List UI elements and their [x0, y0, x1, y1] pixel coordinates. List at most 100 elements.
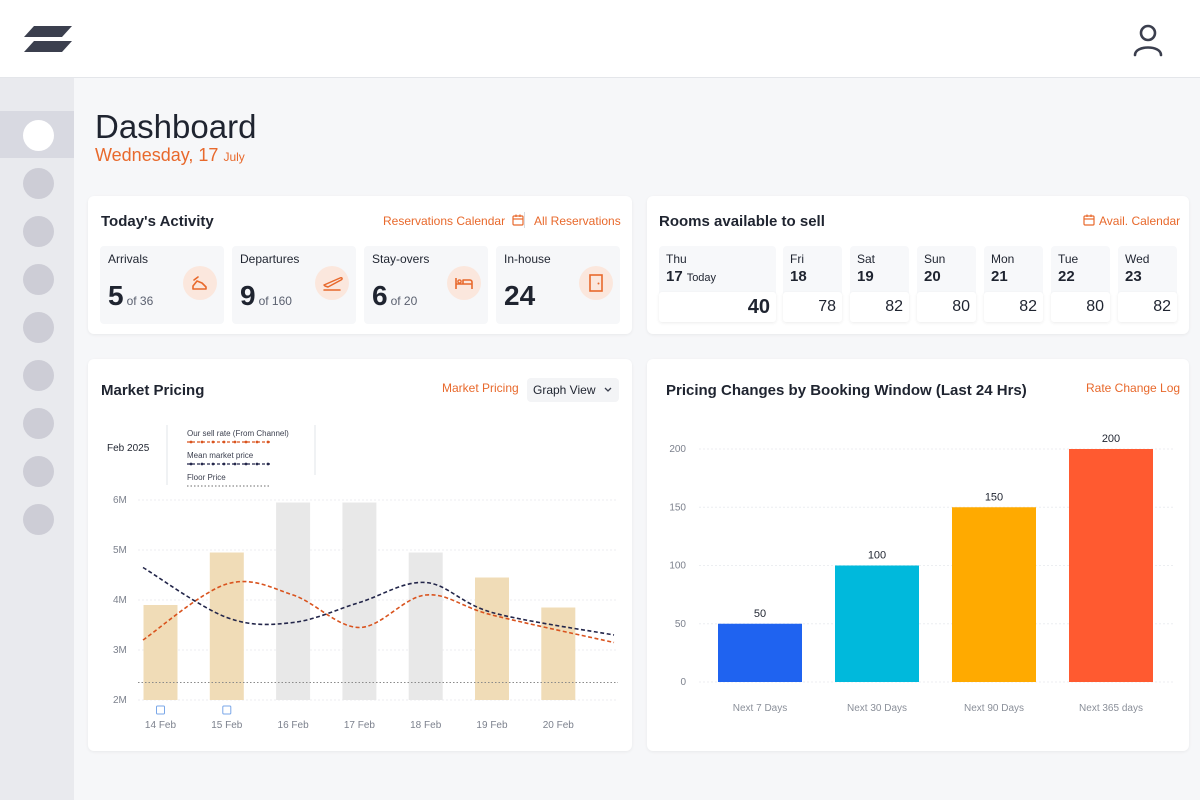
legend-marker: [244, 440, 248, 444]
data-label: 150: [985, 491, 1003, 503]
x-tick-label: Next 90 Days: [964, 703, 1024, 714]
tile-value-number: 5: [108, 280, 124, 311]
tile-label: In-house: [504, 252, 551, 266]
tile-value-number: 24: [504, 280, 536, 311]
page-title: Dashboard: [95, 108, 257, 145]
page-date: Wednesday, 17 July: [95, 145, 245, 166]
legend-marker: [189, 440, 193, 444]
day-tile-thu[interactable]: Thu 17 Today 40: [659, 246, 776, 322]
bar-next-90-days: [952, 507, 1036, 682]
reservations-calendar-link[interactable]: Reservations Calendar: [383, 214, 525, 228]
bar-18-feb: [408, 552, 443, 700]
day-available-value: 78: [783, 292, 842, 322]
x-tick-label: 20 Feb: [543, 720, 575, 731]
user-profile-icon[interactable]: [1130, 22, 1166, 58]
y-tick-label: 6M: [113, 495, 127, 506]
day-tile-sun[interactable]: Sun 20 80: [917, 246, 976, 322]
day-tile-tue[interactable]: Tue 22 80: [1051, 246, 1110, 322]
y-tick-label: 150: [669, 502, 686, 513]
todays-activity-title: Today's Activity: [101, 213, 214, 230]
day-number: 20: [924, 268, 941, 285]
day-tile-wed[interactable]: Wed 23 82: [1118, 246, 1177, 322]
door-icon: [579, 266, 613, 300]
data-label: 100: [868, 550, 886, 562]
market-pricing-chart: Feb 2025 Our sell rate (From Channel) Mean…: [107, 425, 618, 731]
day-tile-fri[interactable]: Fri 18 78: [783, 246, 842, 322]
day-tile-sat[interactable]: Sat 19 82: [850, 246, 909, 322]
sidebar-item-6[interactable]: [23, 360, 54, 391]
in-house-tile[interactable]: In-house 24: [496, 246, 620, 324]
day-available-value: 40: [659, 292, 776, 322]
y-tick-label: 50: [675, 619, 687, 630]
bar-next-365-days: [1069, 449, 1153, 682]
today-label: Today: [686, 272, 717, 284]
plane-departure-icon: [315, 266, 349, 300]
day-available-value: 80: [1051, 292, 1110, 322]
tile-label: Departures: [240, 252, 300, 266]
day-number: 17 Today: [666, 268, 716, 285]
top-bar: [0, 0, 1200, 78]
x-tick-label: 19 Feb: [476, 720, 508, 731]
link-divider: [524, 212, 525, 228]
x-tick-label: Next 30 Days: [847, 703, 907, 714]
sidebar-item-8[interactable]: [23, 456, 54, 487]
day-name: Tue: [1058, 252, 1079, 266]
y-tick-label: 2M: [113, 695, 127, 706]
day-name: Thu: [666, 252, 687, 266]
sidebar-item-5[interactable]: [23, 312, 54, 343]
legend-marker: [266, 462, 270, 466]
departures-tile[interactable]: Departures 9 of 160: [232, 246, 356, 324]
sidebar-item-3[interactable]: [23, 216, 54, 247]
y-tick-label: 0: [680, 677, 686, 688]
logo-icon: [24, 26, 72, 52]
legend-label: Mean market price: [187, 451, 254, 460]
bed-icon: [447, 266, 481, 300]
sell-rate-line: [142, 580, 615, 644]
sidebar-item-4[interactable]: [23, 264, 54, 295]
graph-view-label: Graph View: [533, 383, 596, 397]
market-pricing-link[interactable]: Market Pricing: [442, 381, 519, 395]
tile-value: 6 of 20: [372, 280, 417, 312]
legend-label: Our sell rate (From Channel): [187, 429, 289, 438]
day-number: 19: [857, 268, 874, 285]
sidebar-item-1[interactable]: [23, 120, 54, 151]
bar-next-30-days: [835, 565, 919, 682]
day-tile-mon[interactable]: Mon 21 82: [984, 246, 1043, 322]
mean-market-price-line: [142, 566, 615, 636]
legend-marker: [211, 440, 215, 444]
day-available-value: 82: [984, 292, 1043, 322]
chevron-down-icon: [604, 387, 612, 392]
legend-marker: [255, 462, 259, 466]
day-number: 21: [991, 268, 1008, 285]
bar-19-feb: [475, 577, 509, 700]
y-tick-label: 5M: [113, 545, 127, 556]
day-name: Sun: [924, 252, 946, 266]
arrivals-tile[interactable]: Arrivals 5 of 36: [100, 246, 224, 324]
tile-value-sub: of 160: [258, 294, 292, 308]
rate-change-log-link[interactable]: Rate Change Log: [1086, 381, 1181, 395]
market-pricing-card: Market Pricing Market Pricing Graph View…: [88, 359, 632, 751]
y-tick-label: 200: [669, 444, 686, 455]
avail-calendar-link[interactable]: Avail. Calendar: [1083, 214, 1180, 228]
event-marker-icon: [156, 705, 165, 715]
legend-marker: [255, 440, 259, 444]
x-tick-label: 14 Feb: [145, 720, 177, 731]
day-name: Mon: [991, 252, 1015, 266]
calendar-icon: [512, 214, 525, 226]
bar-16-feb: [276, 502, 311, 700]
market-pricing-title: Market Pricing: [101, 382, 205, 399]
sidebar-item-9[interactable]: [23, 504, 54, 535]
all-reservations-link[interactable]: All Reservations: [534, 214, 621, 228]
day-number: 22: [1058, 268, 1075, 285]
bar-15-feb: [209, 552, 244, 700]
tile-label: Stay-overs: [372, 252, 430, 266]
sidebar-item-2[interactable]: [23, 168, 54, 199]
stay-overs-tile[interactable]: Stay-overs 6 of 20: [364, 246, 488, 324]
legend-marker: [200, 440, 204, 444]
bar-20-feb: [541, 607, 576, 700]
legend-marker: [222, 462, 226, 466]
y-tick-label: 3M: [113, 645, 127, 656]
sidebar-item-7[interactable]: [23, 408, 54, 439]
legend-marker: [200, 462, 204, 466]
graph-view-select[interactable]: Graph View: [527, 378, 619, 402]
